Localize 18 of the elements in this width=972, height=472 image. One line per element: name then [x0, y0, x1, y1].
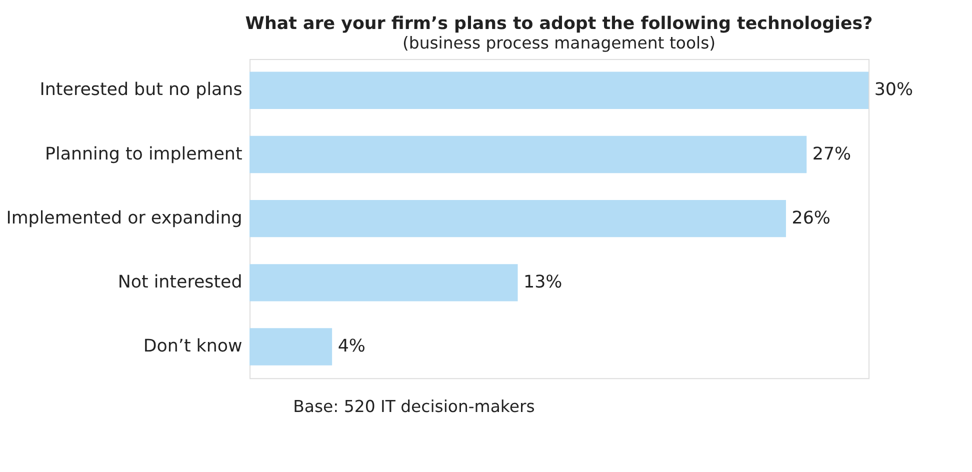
data-label: 30% — [874, 80, 913, 100]
bar — [250, 136, 807, 174]
y-tick-label: Planning to implement — [45, 144, 242, 164]
bar — [250, 200, 786, 238]
data-label: 27% — [812, 144, 852, 164]
text: Base: 520 IT decision-makers — [293, 397, 535, 416]
y-tick-label: Don’t know — [143, 336, 242, 357]
bar — [250, 264, 518, 302]
y-tick-label: Implemented or expanding — [6, 208, 242, 228]
y-tick-label: Interested but no plans — [40, 80, 242, 100]
bar — [250, 72, 869, 109]
data-label: 4% — [338, 336, 366, 357]
data-label: 13% — [524, 272, 562, 292]
bar — [250, 328, 332, 366]
chart-subtitle: (business process management tools) — [402, 33, 716, 52]
chart-title: What are your firm’s plans to adopt the following technologies? — [245, 14, 873, 34]
y-tick-label: Not interested — [118, 272, 242, 292]
data-label: 26% — [792, 208, 830, 228]
